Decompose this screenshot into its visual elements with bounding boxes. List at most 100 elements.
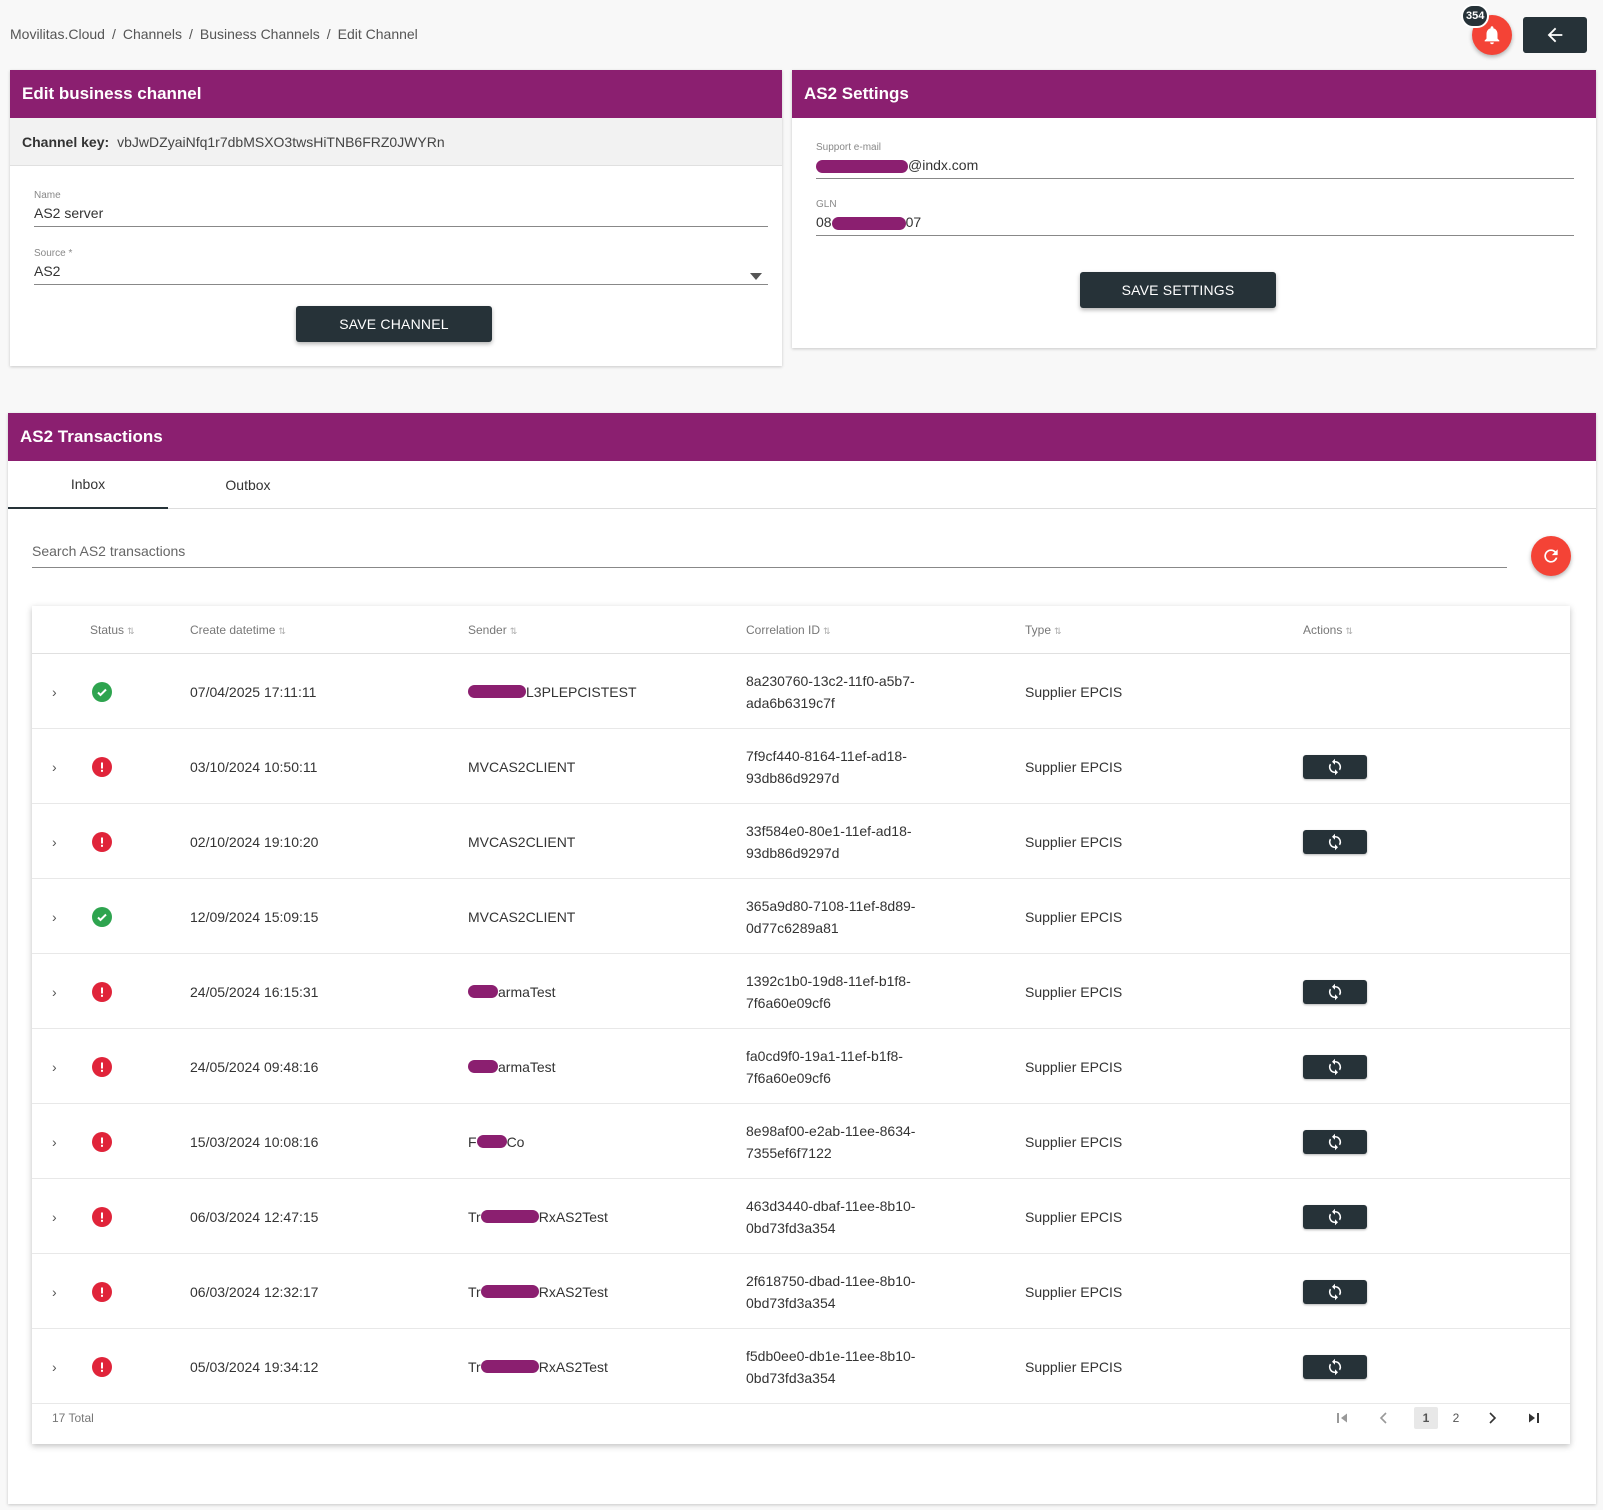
correlation-id-line: 0bd73fd3a354 xyxy=(746,1369,836,1386)
support-email-field[interactable]: Support e-mail @indx.com xyxy=(816,142,1574,179)
expand-row-chevron-right-icon[interactable]: › xyxy=(52,1283,57,1300)
table-row[interactable]: › 24/05/2024 09:48:16 armaTest fa0cd9f0-19a… xyxy=(32,1029,1570,1104)
as2-settings-header: AS2 Settings xyxy=(792,70,1596,118)
actions-cell xyxy=(1303,1104,1367,1179)
expand-row-chevron-right-icon[interactable]: › xyxy=(52,1358,57,1375)
breadcrumb-item[interactable]: Channels xyxy=(122,26,182,42)
source-select[interactable]: Source * AS2 xyxy=(34,248,768,285)
correlation-id-line: 93db86d9297d xyxy=(746,844,840,861)
sync-icon xyxy=(1328,1283,1342,1300)
resend-button[interactable] xyxy=(1303,979,1367,1004)
breadcrumb-item[interactable]: Movilitas.Cloud xyxy=(10,26,105,42)
datetime-cell: 07/04/2025 17:11:11 xyxy=(190,683,317,700)
source-select-value[interactable]: AS2 xyxy=(34,263,61,279)
last-page-icon[interactable] xyxy=(1522,1407,1546,1429)
expand-row-chevron-right-icon[interactable]: › xyxy=(52,1058,57,1075)
edit-channel-header: Edit business channel xyxy=(10,70,782,118)
table-row[interactable]: › 06/03/2024 12:32:17 Tr RxAS2Test 2f618750-… xyxy=(32,1254,1570,1329)
next-page-icon[interactable] xyxy=(1480,1407,1504,1429)
correlation-cell: 8a230760-13c2-11f0-a5b7- ada6b6319c7f xyxy=(746,654,946,729)
refresh-button[interactable] xyxy=(1531,536,1571,576)
redacted-block xyxy=(480,1210,539,1223)
resend-button[interactable] xyxy=(1303,1054,1367,1079)
prev-page-icon[interactable] xyxy=(1372,1407,1396,1429)
correlation-id-line: 8e98af00-e2ab-11ee-8634- xyxy=(746,1122,916,1139)
page-number-1[interactable]: 1 xyxy=(1414,1407,1438,1429)
col-type[interactable]: Type ⇅ xyxy=(1025,623,1062,637)
exclamation-icon xyxy=(101,1212,103,1222)
sync-icon xyxy=(1328,1058,1342,1075)
actions-cell xyxy=(1303,1179,1367,1254)
datetime-cell: 03/10/2024 10:50:11 xyxy=(190,758,318,775)
gln-input[interactable]: 08 07 xyxy=(816,214,1574,232)
col-actions[interactable]: Actions ⇅ xyxy=(1303,623,1353,637)
table-row[interactable]: › 07/04/2025 17:11:11 L3PLEPCISTEST 8a23076… xyxy=(32,654,1570,729)
table-row[interactable]: › 24/05/2024 16:15:31 armaTest 1392c1b0-19d… xyxy=(32,954,1570,1029)
tab-inbox[interactable]: Inbox xyxy=(8,461,168,509)
breadcrumb-item-current: Edit Channel xyxy=(337,26,418,42)
table-row[interactable]: › 02/10/2024 19:10:20 MVCAS2CLIENT 33f584e0… xyxy=(32,804,1570,879)
expand-row-chevron-right-icon[interactable]: › xyxy=(52,908,57,925)
correlation-cell: 1392c1b0-19d8-11ef-b1f8- 7f6a60e09cf6 xyxy=(746,954,946,1029)
exclamation-icon xyxy=(101,1287,103,1297)
type-cell: Supplier EPCIS xyxy=(1025,833,1123,850)
expand-row-chevron-right-icon[interactable]: › xyxy=(52,758,57,775)
datetime-cell: 06/03/2024 12:47:15 xyxy=(190,1208,319,1225)
bell-icon xyxy=(1484,26,1500,45)
resend-button[interactable] xyxy=(1303,1129,1367,1154)
name-field[interactable]: Name AS2 server xyxy=(34,190,768,227)
correlation-id-line: 365a9d80-7108-11ef-8d89- xyxy=(746,897,916,914)
first-page-icon[interactable] xyxy=(1330,1407,1354,1429)
gln-field[interactable]: GLN 08 07 xyxy=(816,199,1574,236)
as2-transactions-header: AS2 Transactions xyxy=(8,413,1596,461)
datetime-cell: 12/09/2024 15:09:15 xyxy=(190,908,319,925)
table-row[interactable]: › 12/09/2024 15:09:15 MVCAS2CLIENT 365a9d80… xyxy=(32,879,1570,954)
status-cell xyxy=(92,879,112,954)
sync-icon xyxy=(1328,983,1342,1000)
expand-row-chevron-right-icon[interactable]: › xyxy=(52,983,57,1000)
page-number-2[interactable]: 2 xyxy=(1452,1411,1460,1425)
datetime-cell: 06/03/2024 12:32:17 xyxy=(190,1283,319,1300)
support-email-input[interactable]: @indx.com xyxy=(816,157,1574,175)
chevron-down-icon[interactable] xyxy=(750,273,762,281)
correlation-id-line: 463d3440-dbaf-11ee-8b10- xyxy=(746,1197,916,1214)
back-button[interactable] xyxy=(1523,17,1587,53)
table-row[interactable]: › 15/03/2024 10:08:16 F Co 8e98af00-e2ab-11e… xyxy=(32,1104,1570,1179)
search-input[interactable]: Search AS2 transactions xyxy=(32,543,186,559)
resend-button[interactable] xyxy=(1303,1279,1367,1304)
table-row[interactable]: › 03/10/2024 10:50:11 MVCAS2CLIENT 7f9cf440… xyxy=(32,729,1570,804)
resend-button[interactable] xyxy=(1303,754,1367,779)
redacted-block xyxy=(468,685,526,698)
tab-outbox[interactable]: Outbox xyxy=(225,477,271,493)
col-sender[interactable]: Sender ⇅ xyxy=(468,623,518,637)
expand-row-chevron-right-icon[interactable]: › xyxy=(52,833,57,850)
resend-button[interactable] xyxy=(1303,1354,1367,1379)
resend-button[interactable] xyxy=(1303,829,1367,854)
status-cell xyxy=(92,654,112,729)
search-transactions[interactable]: Search AS2 transactions xyxy=(32,543,1507,568)
transactions-table: Status ⇅ Create datetime ⇅ Sender ⇅ Correla… xyxy=(32,606,1570,1444)
col-create-datetime[interactable]: Create datetime ⇅ xyxy=(190,623,286,637)
col-status[interactable]: Status ⇅ xyxy=(90,623,135,637)
expand-row-chevron-right-icon[interactable]: › xyxy=(52,683,57,700)
save-settings-button[interactable]: SAVE SETTINGS xyxy=(1080,272,1276,308)
col-correlation-id[interactable]: Correlation ID ⇅ xyxy=(746,623,831,637)
status-error-icon xyxy=(92,831,112,852)
save-channel-button[interactable]: SAVE CHANNEL xyxy=(296,306,492,342)
name-field-label: Name xyxy=(34,190,61,201)
resend-button[interactable] xyxy=(1303,1204,1367,1229)
exclamation-icon xyxy=(101,837,103,847)
correlation-cell: fa0cd9f0-19a1-11ef-b1f8- 7f6a60e09cf6 xyxy=(746,1029,946,1104)
table-row[interactable]: › 06/03/2024 12:47:15 Tr RxAS2Test 463d3440-… xyxy=(32,1179,1570,1254)
redacted-block xyxy=(831,216,906,230)
actions-cell xyxy=(1303,1329,1367,1404)
name-input[interactable]: AS2 server xyxy=(34,205,104,221)
expand-row-chevron-right-icon[interactable]: › xyxy=(52,1133,57,1150)
correlation-cell: 33f584e0-80e1-11ef-ad18- 93db86d9297d xyxy=(746,804,946,879)
sort-icon: ⇅ xyxy=(278,626,286,636)
correlation-cell: 8e98af00-e2ab-11ee-8634- 7355ef6f7122 xyxy=(746,1104,946,1179)
correlation-cell: 2f618750-dbad-11ee-8b10- 0bd73fd3a354 xyxy=(746,1254,946,1329)
expand-row-chevron-right-icon[interactable]: › xyxy=(52,1208,57,1225)
breadcrumb-item[interactable]: Business Channels xyxy=(199,26,320,42)
table-row[interactable]: › 05/03/2024 19:34:12 Tr RxAS2Test f5db0ee0-… xyxy=(32,1329,1570,1404)
